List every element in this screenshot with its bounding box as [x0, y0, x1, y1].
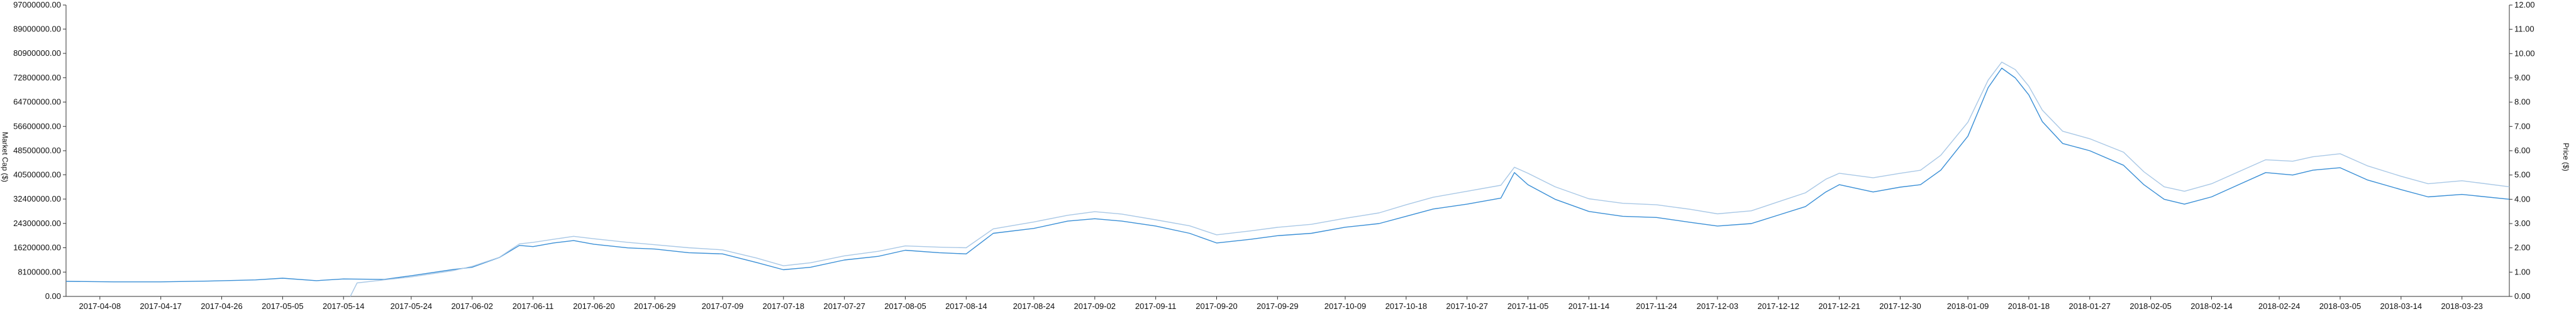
x-tick-label: 2018-03-23 [2441, 301, 2483, 311]
x-tick-label: 2017-10-27 [1446, 301, 1488, 311]
x-tick-label: 2017-11-14 [1568, 301, 1610, 311]
x-tick-label: 2017-05-24 [391, 301, 433, 311]
right-tick-label: 7.00 [2514, 121, 2530, 131]
market-cap-line [350, 62, 2510, 297]
left-y-axis: 0.00 8100000.00 16200000.00 24300000.00 3240… [13, 0, 67, 301]
left-tick-label: 40500000.00 [13, 170, 61, 179]
x-tick-label: 2018-02-24 [2258, 301, 2301, 311]
x-tick-label: 2018-03-14 [2380, 301, 2423, 311]
x-tick-label: 2018-01-27 [2069, 301, 2111, 311]
left-tick-label: 64700000.00 [13, 97, 61, 107]
left-tick-label: 32400000.00 [13, 194, 61, 203]
right-tick-label: 2.00 [2514, 243, 2530, 252]
right-tick-label: 5.00 [2514, 170, 2530, 180]
x-tick-label: 2017-12-03 [1697, 301, 1739, 311]
left-tick-label: 89000000.00 [13, 24, 61, 33]
right-tick-label: 11.00 [2514, 24, 2534, 34]
left-tick-label: 72800000.00 [13, 73, 61, 82]
x-tick-label: 2017-12-12 [1757, 301, 1799, 311]
x-tick-label: 2017-09-02 [1074, 301, 1116, 311]
left-axis-title: Market Cap ($) [1, 132, 9, 182]
right-tick-label: 9.00 [2514, 73, 2530, 82]
left-tick-label: 0.00 [45, 291, 61, 301]
x-tick-label: 2017-08-05 [884, 301, 926, 311]
right-tick-label: 12.00 [2514, 0, 2535, 9]
x-tick-label: 2017-06-02 [451, 301, 493, 311]
left-tick-label: 80900000.00 [13, 48, 61, 58]
right-y-axis: 0.00 1.00 2.00 3.00 4.00 5.00 6.00 7.00 8.00 9.00… [2509, 0, 2535, 301]
x-tick-label: 2017-05-05 [262, 301, 304, 311]
x-tick-label: 2017-10-18 [1385, 301, 1428, 311]
x-tick-label: 2017-07-27 [823, 301, 865, 311]
right-tick-label: 1.00 [2514, 267, 2530, 276]
x-tick-label: 2017-12-30 [1879, 301, 1921, 311]
x-tick-label: 2017-04-17 [140, 301, 182, 311]
x-tick-label: 2017-06-29 [634, 301, 676, 311]
x-tick-label: 2018-01-18 [2008, 301, 2050, 311]
x-tick-label: 2017-11-05 [1507, 301, 1549, 311]
x-tick-label: 2017-04-26 [201, 301, 243, 311]
x-tick-label: 2017-11-24 [1636, 301, 1677, 311]
left-tick-label: 97000000.00 [13, 0, 61, 9]
x-tick-label: 2017-09-11 [1135, 301, 1177, 311]
x-tick-label: 2018-01-09 [1947, 301, 1989, 311]
right-axis-title: Price ($) [2562, 143, 2570, 171]
x-tick-label: 2017-08-14 [945, 301, 987, 311]
x-tick-label: 2017-09-29 [1257, 301, 1299, 311]
x-tick-label: 2017-08-24 [1013, 301, 1055, 311]
right-tick-label: 0.00 [2514, 291, 2530, 301]
x-tick-label: 2017-12-21 [1818, 301, 1860, 311]
x-tick-label: 2017-05-14 [323, 301, 365, 311]
left-tick-label: 16200000.00 [13, 243, 61, 252]
x-tick-label: 2017-09-20 [1196, 301, 1238, 311]
left-tick-label: 48500000.00 [13, 146, 61, 155]
x-tick-label: 2017-06-11 [513, 301, 554, 311]
x-axis: 2017-04-08 2017-04-17 2017-04-26 2017-05-05… [66, 296, 2509, 311]
right-tick-label: 8.00 [2514, 97, 2530, 107]
x-tick-label: 2018-02-14 [2190, 301, 2233, 311]
x-tick-label: 2017-06-20 [573, 301, 615, 311]
x-tick-label: 2017-10-09 [1324, 301, 1367, 311]
x-tick-label: 2018-03-05 [2319, 301, 2362, 311]
x-tick-label: 2017-07-18 [762, 301, 804, 311]
x-tick-label: 2017-04-08 [79, 301, 121, 311]
left-tick-label: 8100000.00 [18, 267, 61, 276]
series-layer [65, 62, 2510, 297]
right-tick-label: 6.00 [2514, 146, 2530, 155]
price-line [65, 67, 2510, 283]
x-tick-label: 2017-07-09 [702, 301, 744, 311]
right-tick-label: 4.00 [2514, 194, 2530, 203]
left-tick-label: 56600000.00 [13, 121, 61, 131]
left-tick-label: 24300000.00 [13, 219, 61, 228]
right-tick-label: 3.00 [2514, 219, 2530, 228]
right-tick-label: 10.00 [2514, 48, 2535, 58]
x-tick-label: 2018-02-05 [2129, 301, 2172, 311]
